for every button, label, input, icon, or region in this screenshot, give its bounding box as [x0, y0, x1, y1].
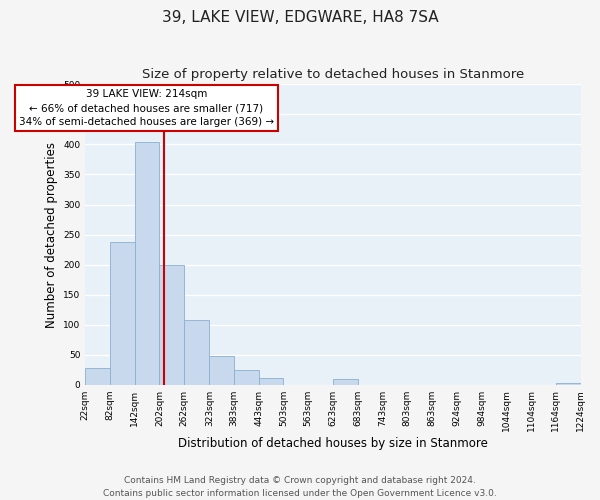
Bar [135, 142, 160, 384]
X-axis label: Distribution of detached houses by size in Stanmore: Distribution of detached houses by size … [178, 437, 488, 450]
Bar [160, 265, 184, 384]
Bar [110, 242, 135, 384]
Y-axis label: Number of detached properties: Number of detached properties [44, 142, 58, 328]
Bar [234, 370, 259, 384]
Bar [209, 356, 234, 384]
Bar [556, 383, 581, 384]
Text: 39 LAKE VIEW: 214sqm
← 66% of detached houses are smaller (717)
34% of semi-deta: 39 LAKE VIEW: 214sqm ← 66% of detached h… [19, 89, 274, 127]
Bar [259, 378, 283, 384]
Title: Size of property relative to detached houses in Stanmore: Size of property relative to detached ho… [142, 68, 524, 80]
Bar [85, 368, 110, 384]
Text: 39, LAKE VIEW, EDGWARE, HA8 7SA: 39, LAKE VIEW, EDGWARE, HA8 7SA [161, 10, 439, 25]
Bar [333, 379, 358, 384]
Bar [184, 320, 209, 384]
Text: Contains HM Land Registry data © Crown copyright and database right 2024.
Contai: Contains HM Land Registry data © Crown c… [103, 476, 497, 498]
